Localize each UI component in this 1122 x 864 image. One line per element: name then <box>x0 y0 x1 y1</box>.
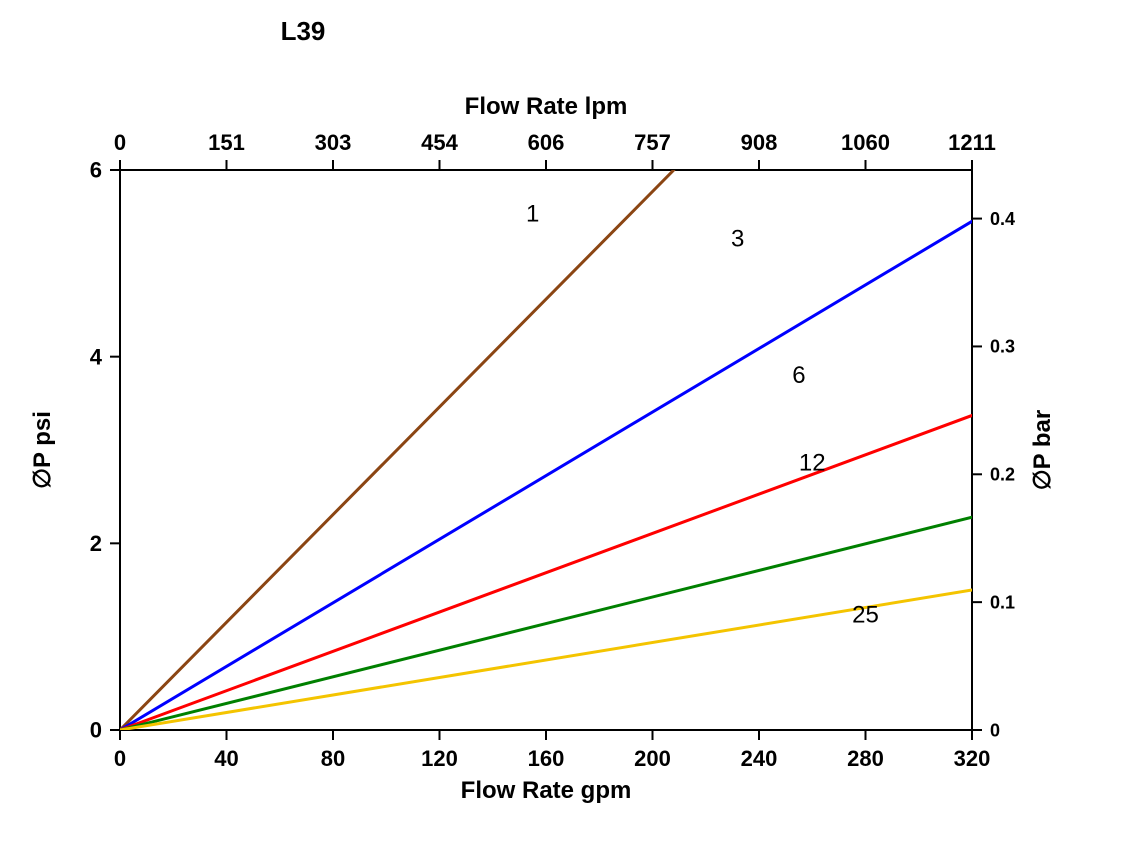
plot-area <box>120 170 972 730</box>
x-top-axis-label: Flow Rate lpm <box>465 93 628 120</box>
series-label-12: 12 <box>799 450 826 477</box>
y-left-tick-label: 0 <box>90 718 102 743</box>
x-bottom-tick-label: 280 <box>847 746 884 771</box>
x-bottom-tick-label: 240 <box>741 746 778 771</box>
series-label-3: 3 <box>731 226 744 253</box>
chart-container: 04080120160200240280320Flow Rate gpm0151… <box>0 0 1122 864</box>
x-bottom-tick-label: 200 <box>634 746 671 771</box>
y-right-tick-label: 0 <box>990 720 1000 740</box>
series-label-25: 25 <box>852 602 879 629</box>
x-bottom-axis-label: Flow Rate gpm <box>461 777 632 804</box>
x-top-tick-label: 151 <box>208 130 245 155</box>
y-left-tick-label: 2 <box>90 531 102 556</box>
y-right-tick-label: 0.4 <box>990 209 1015 229</box>
x-bottom-tick-label: 320 <box>954 746 991 771</box>
x-top-tick-label: 757 <box>634 130 671 155</box>
x-bottom-tick-label: 160 <box>528 746 565 771</box>
y-right-axis-label: ∅P bar <box>1029 410 1056 491</box>
pressure-flow-chart: 04080120160200240280320Flow Rate gpm0151… <box>0 0 1122 864</box>
x-top-tick-label: 0 <box>114 130 126 155</box>
x-top-tick-label: 454 <box>421 130 458 155</box>
y-left-tick-label: 6 <box>90 158 102 183</box>
x-bottom-tick-label: 40 <box>214 746 238 771</box>
y-left-axis-label: ∅P psi <box>29 411 56 489</box>
x-bottom-tick-label: 120 <box>421 746 458 771</box>
x-top-tick-label: 1060 <box>841 130 890 155</box>
chart-title: L39 <box>281 16 326 46</box>
x-top-tick-label: 303 <box>315 130 352 155</box>
x-bottom-tick-label: 0 <box>114 746 126 771</box>
series-label-6: 6 <box>792 362 805 389</box>
y-right-tick-label: 0.2 <box>990 465 1015 485</box>
x-bottom-tick-label: 80 <box>321 746 345 771</box>
y-right-tick-label: 0.3 <box>990 337 1015 357</box>
x-top-tick-label: 606 <box>528 130 565 155</box>
series-label-1: 1 <box>526 200 539 227</box>
x-top-tick-label: 908 <box>741 130 778 155</box>
x-top-tick-label: 1211 <box>948 130 996 155</box>
y-right-tick-label: 0.1 <box>990 592 1015 612</box>
y-left-tick-label: 4 <box>90 344 103 369</box>
